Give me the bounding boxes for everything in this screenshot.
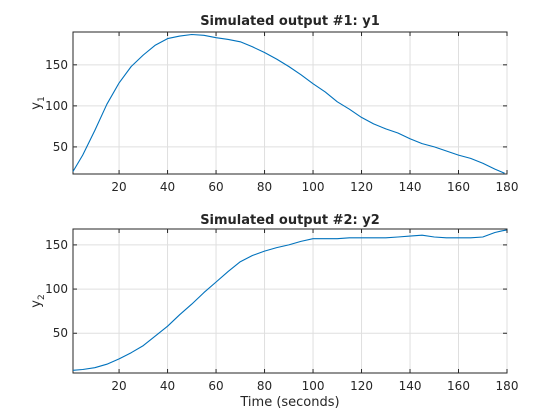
x-tick-label: 180: [496, 180, 519, 194]
x-axis-label: Time (seconds): [239, 395, 339, 410]
y-axis-label-2: y2: [29, 294, 47, 307]
plot-title-1: Simulated output #1: y1: [200, 14, 380, 29]
series-line-y2: [72, 229, 508, 371]
x-tick-label: 40: [160, 180, 175, 194]
x-tick-label: 120: [350, 180, 373, 194]
x-tick-label: 100: [302, 180, 325, 194]
y-tick-label: 50: [53, 326, 68, 340]
y-tick-label: 150: [45, 58, 68, 72]
y-tick-label: 150: [45, 238, 68, 252]
y-tick-label: 100: [45, 282, 68, 296]
x-tick-label: 140: [399, 180, 422, 194]
ticks-2: 20 40 60 80 100 120 140 160 180 50 100 150: [45, 229, 518, 393]
y-axis-label-1-subscript: 1: [37, 96, 47, 102]
x-tick-label: 40: [160, 379, 175, 393]
plot-title-2: Simulated output #2: y2: [200, 213, 380, 228]
x-tick-label: 20: [111, 379, 126, 393]
x-tick-label: 100: [302, 379, 325, 393]
series-line-y1: [72, 33, 505, 174]
subplot-2: 20 40 60 80 100 120 140 160 180 50 100 150 Simulate…: [29, 213, 518, 393]
y-axis-label-2-base: y: [29, 300, 44, 308]
x-tick-label: 60: [208, 180, 223, 194]
x-tick-label: 20: [111, 180, 126, 194]
y-tick-label: 100: [45, 99, 68, 113]
subplot-1: 20 40 60 80 100 120 140 160 180 50 100 150 Simulate…: [29, 14, 518, 194]
x-tick-label: 80: [257, 180, 272, 194]
plot-area-1: [72, 31, 508, 175]
y-axis-label-1-base: y: [29, 102, 44, 110]
x-tick-label: 180: [496, 379, 519, 393]
x-tick-label: 160: [447, 180, 470, 194]
x-tick-label: 120: [350, 379, 373, 393]
x-tick-label: 60: [208, 379, 223, 393]
y-axis-label-1: y1: [29, 96, 47, 109]
ticks-1: 20 40 60 80 100 120 140 160 180 50 100 150: [45, 32, 518, 194]
y-tick-label: 50: [53, 140, 68, 154]
x-tick-label: 160: [447, 379, 470, 393]
plot-area-2: [72, 228, 508, 374]
x-tick-label: 80: [257, 379, 272, 393]
y-axis-label-2-subscript: 2: [37, 294, 47, 300]
x-tick-label: 140: [399, 379, 422, 393]
